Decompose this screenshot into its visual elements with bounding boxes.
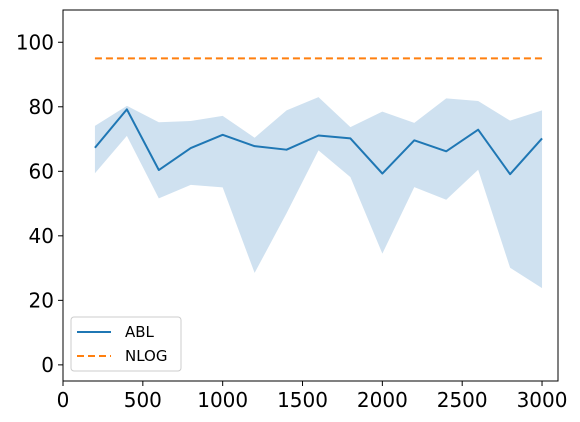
nlog-legend-label: NLOG bbox=[125, 347, 167, 365]
x-axis-ticks: 0 500 1000 1500 2000 2500 3000 bbox=[57, 381, 568, 412]
legend: ABL NLOG bbox=[70, 316, 182, 372]
confidence-band-layer bbox=[94, 97, 543, 289]
plot-frame bbox=[62, 9, 559, 382]
x-tick-label: 0 bbox=[57, 388, 70, 412]
y-tick-label: 100 bbox=[16, 30, 54, 54]
series-line-layer bbox=[94, 57, 543, 176]
y-tick-label: 20 bbox=[29, 288, 54, 312]
y-tick-label: 80 bbox=[29, 95, 54, 119]
x-tick-label: 2000 bbox=[357, 388, 408, 412]
x-tick-label: 1000 bbox=[197, 388, 248, 412]
x-tick-label: 3000 bbox=[517, 388, 568, 412]
x-tick-label: 2500 bbox=[437, 388, 488, 412]
x-tick-label: 500 bbox=[124, 388, 162, 412]
legend-box bbox=[70, 316, 182, 372]
y-tick-label: 0 bbox=[41, 353, 54, 377]
y-tick-label: 40 bbox=[29, 224, 54, 248]
abl-legend-label: ABL bbox=[125, 323, 155, 341]
x-tick-label: 1500 bbox=[277, 388, 328, 412]
y-tick-label: 60 bbox=[29, 159, 54, 183]
y-axis-ticks: 0 20 40 60 80 100 bbox=[16, 30, 63, 377]
abl-confidence-band bbox=[94, 97, 543, 289]
